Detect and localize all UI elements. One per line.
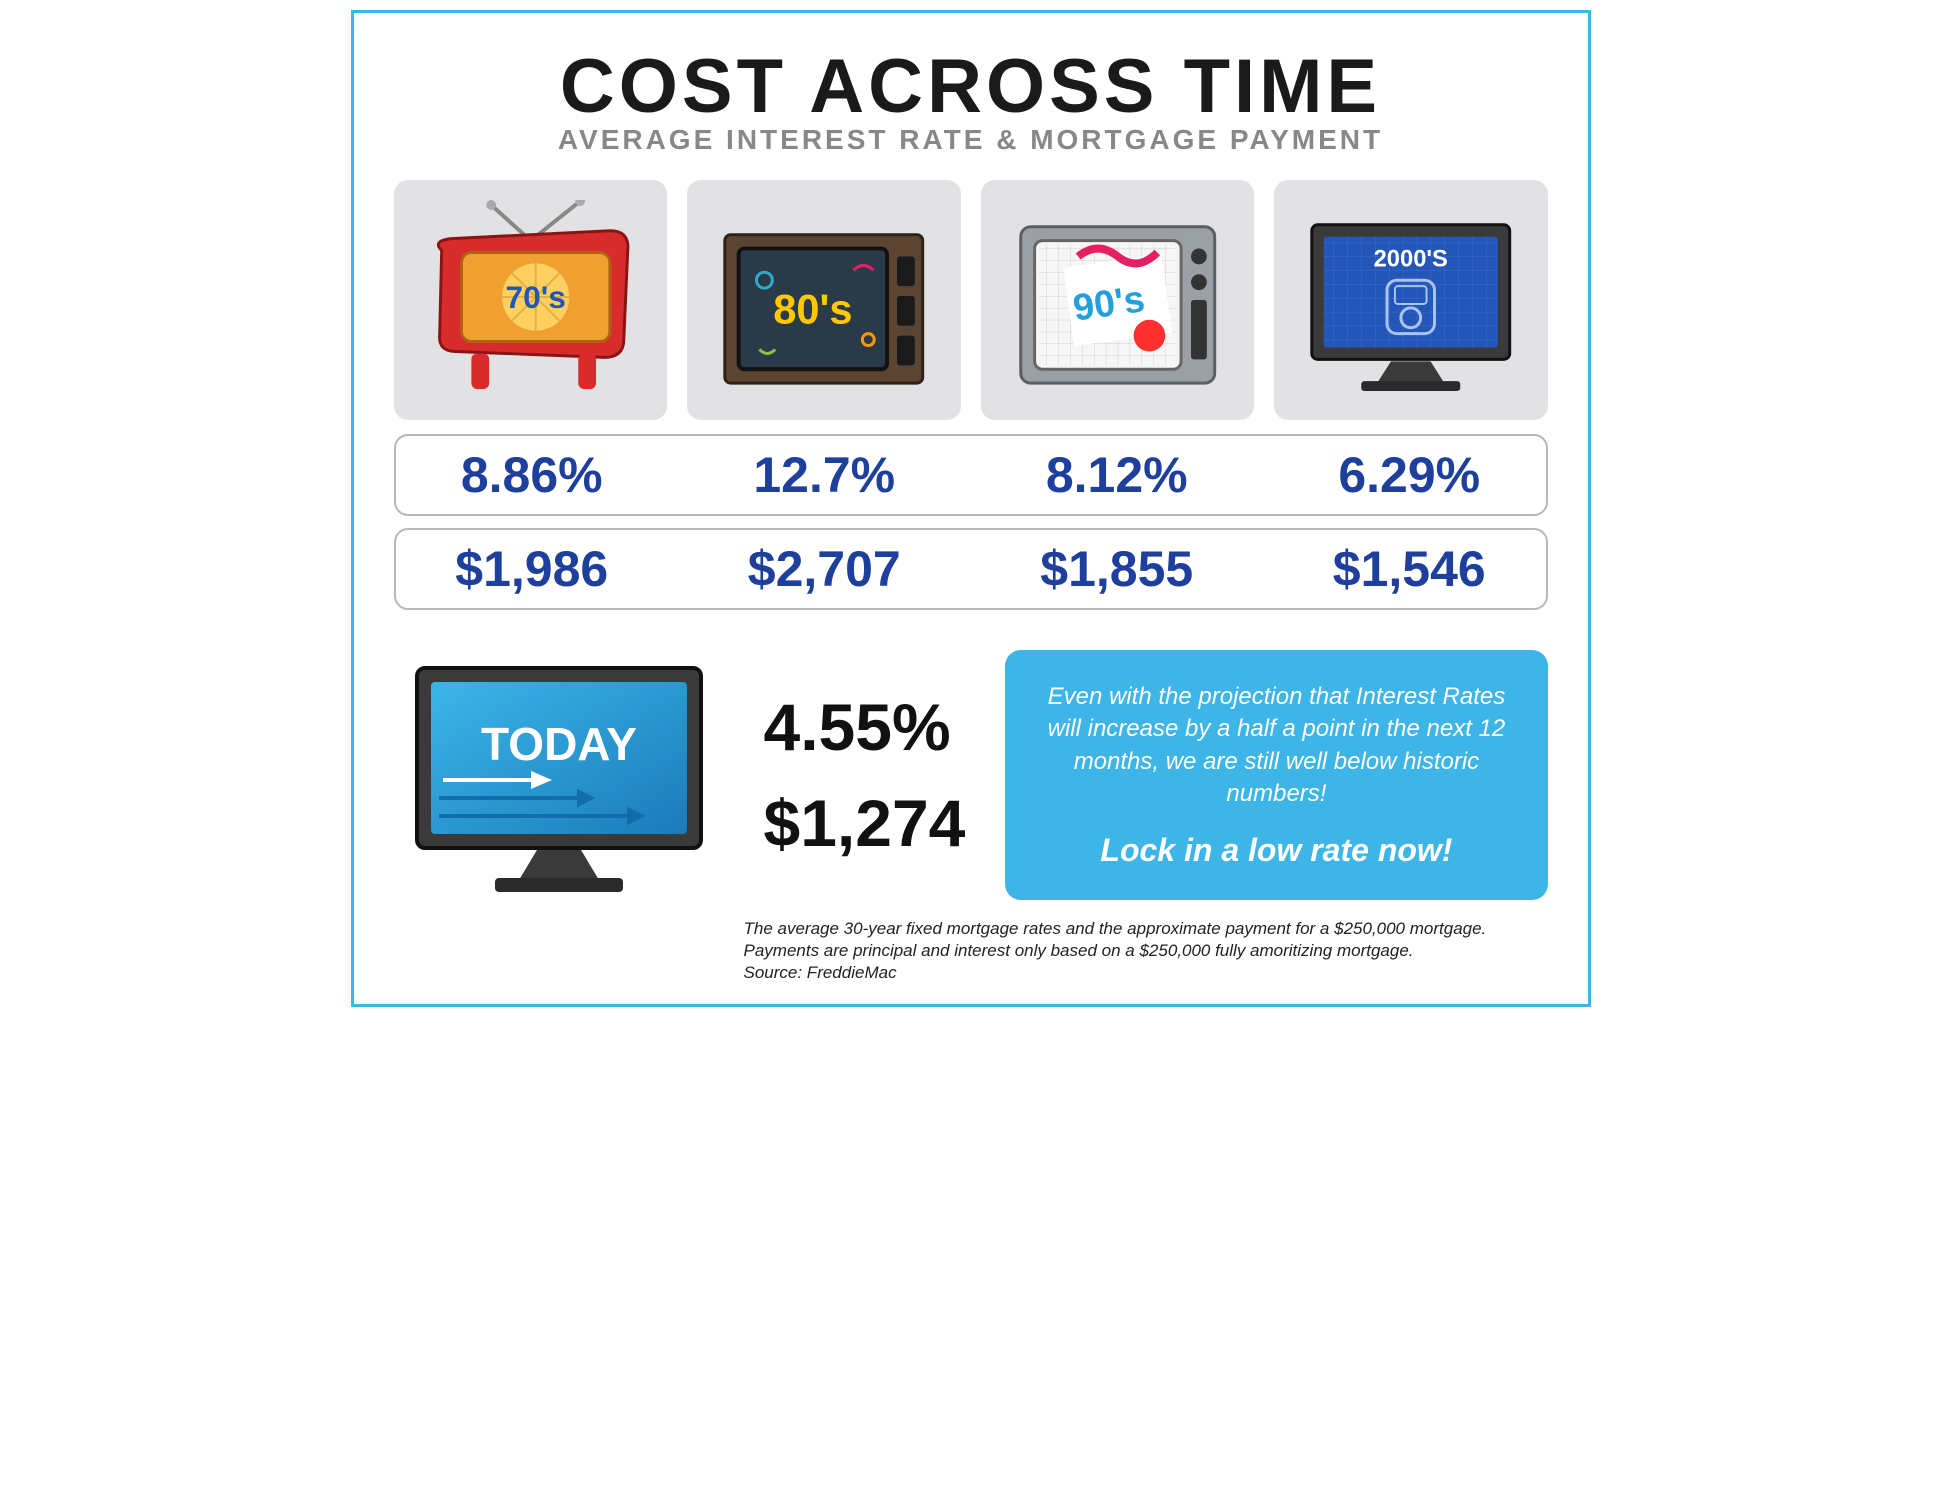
value-rows: 8.86% 12.7% 8.12% 6.29% $1,986 $2,707 $1… — [394, 434, 1548, 610]
infographic-page: COST ACROSS TIME AVERAGE INTEREST RATE &… — [351, 10, 1591, 1007]
page-title: COST ACROSS TIME — [394, 43, 1548, 130]
callout-cta: Lock in a low rate now! — [1035, 832, 1517, 869]
decade-label: 2000'S — [1374, 245, 1448, 272]
tv-card-80s: 80's — [687, 180, 961, 420]
rate-80s: 12.7% — [688, 440, 961, 510]
payment-90s: $1,855 — [981, 534, 1254, 604]
retro-tv-icon: 70's — [412, 200, 650, 400]
payment-row: $1,986 $2,707 $1,855 $1,546 — [394, 528, 1548, 610]
decade-80s: 80's — [687, 180, 961, 420]
decades-row: 70's 80's — [394, 180, 1548, 420]
footnote-line2: Payments are principal and interest only… — [744, 940, 1548, 962]
rate-90s: 8.12% — [981, 440, 1254, 510]
decade-label: 80's — [773, 286, 852, 333]
rate-70s: 8.86% — [396, 440, 669, 510]
payment-70s: $1,986 — [396, 534, 669, 604]
tv-card-2000s: 2000'S — [1274, 180, 1548, 420]
footnote-line3: Source: FreddieMac — [744, 962, 1548, 984]
decade-label: 70's — [505, 279, 565, 315]
header: COST ACROSS TIME AVERAGE INTEREST RATE &… — [394, 43, 1548, 156]
rate-2000s: 6.29% — [1273, 440, 1546, 510]
wood-tv-icon: 80's — [705, 200, 943, 400]
footnote: The average 30-year fixed mortgage rates… — [744, 918, 1548, 984]
payment-80s: $2,707 — [688, 534, 961, 604]
today-rate: 4.55% — [764, 689, 966, 765]
today-payment: $1,274 — [764, 785, 966, 861]
footnote-line1: The average 30-year fixed mortgage rates… — [744, 918, 1548, 940]
today-label: TODAY — [481, 718, 637, 770]
callout-text: Even with the projection that Interest R… — [1035, 681, 1517, 811]
crt-tv-icon: 90's — [999, 200, 1237, 400]
today-values: 4.55% $1,274 — [754, 650, 976, 900]
decade-90s: 90's — [981, 180, 1255, 420]
page-subtitle: AVERAGE INTEREST RATE & MORTGAGE PAYMENT — [394, 124, 1548, 156]
flat-tv-icon: 2000'S — [1292, 200, 1530, 400]
decade-2000s: 2000'S — [1274, 180, 1548, 420]
modern-tv-icon: TODAY — [399, 650, 719, 900]
today-tv: TODAY — [394, 650, 724, 900]
bottom-section: TODAY 4.55% $1,274 Even with the project… — [394, 650, 1548, 900]
tv-card-90s: 90's — [981, 180, 1255, 420]
rate-row: 8.86% 12.7% 8.12% 6.29% — [394, 434, 1548, 516]
payment-2000s: $1,546 — [1273, 534, 1546, 604]
callout-box: Even with the projection that Interest R… — [1005, 650, 1547, 900]
decade-70s: 70's — [394, 180, 668, 420]
tv-card-70s: 70's — [394, 180, 668, 420]
